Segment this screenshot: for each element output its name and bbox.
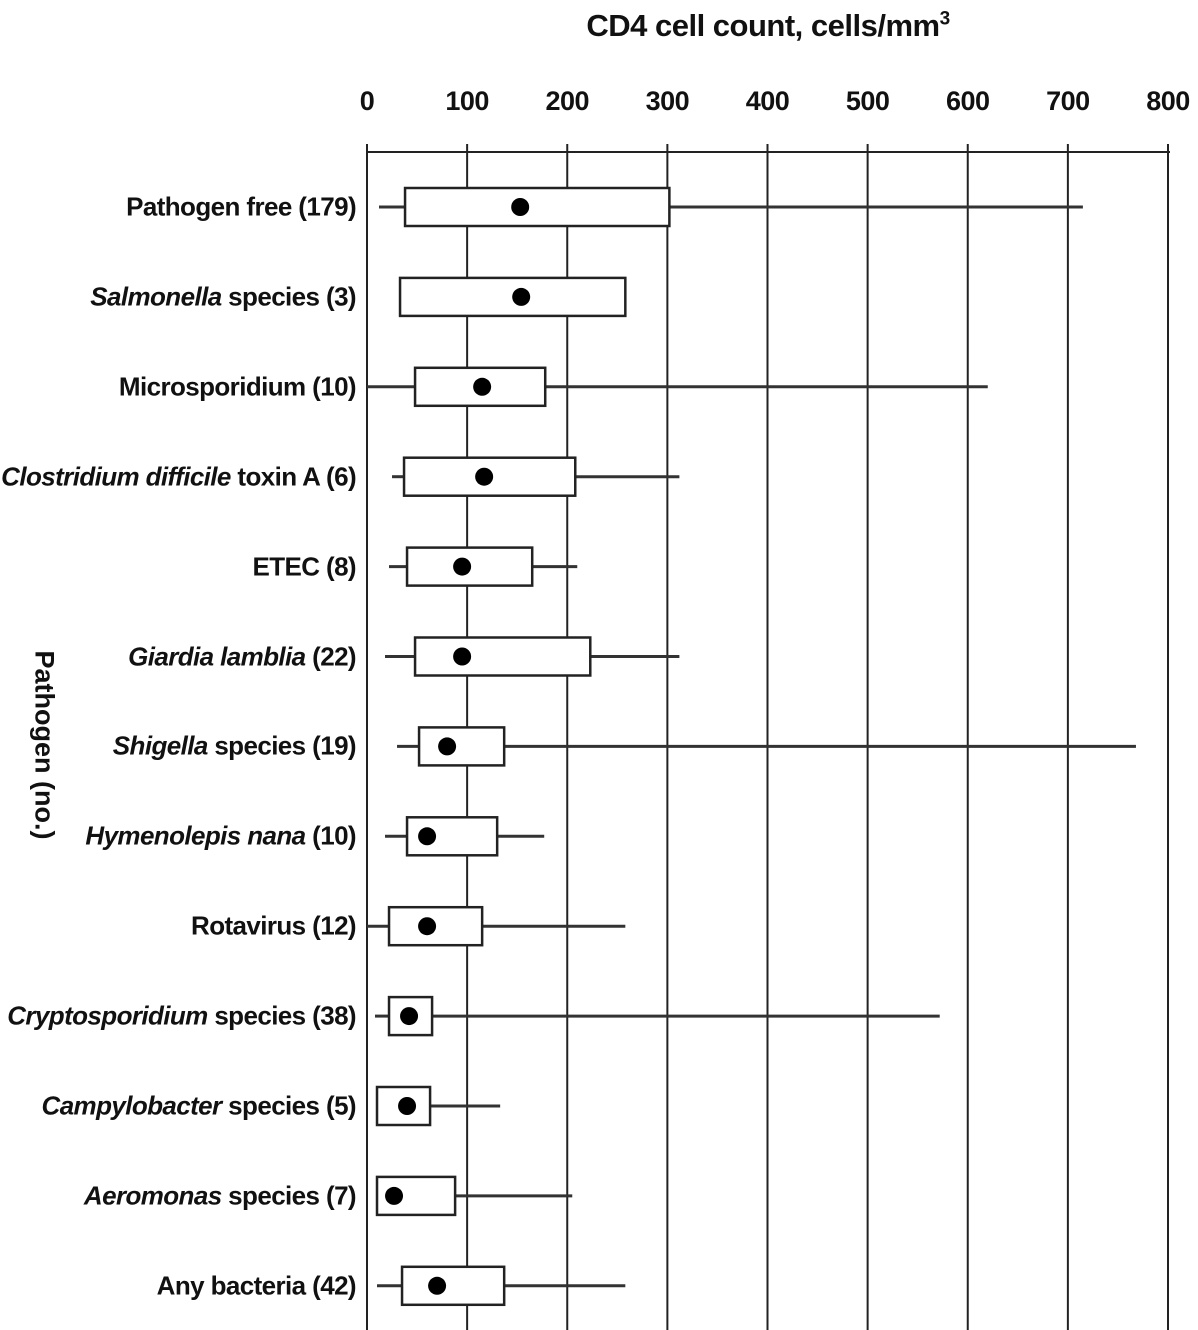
category-label: Shigella species (19) — [0, 730, 357, 762]
category-label-text: Rotavirus (12) — [191, 910, 357, 941]
category-label: Campylobacter species (5) — [0, 1090, 357, 1122]
iqr-box — [403, 186, 671, 228]
iqr-box — [400, 1265, 506, 1307]
category-label: ETEC (8) — [0, 551, 356, 582]
iqr-box — [398, 276, 627, 318]
category-label-text: ETEC (8) — [252, 551, 356, 582]
median-dot — [512, 287, 531, 306]
iqr-box — [417, 726, 506, 767]
x-axis-title: CD4 cell count, cells/mm3 — [568, 8, 968, 44]
category-label: Clostridium difficile toxin A (6) — [0, 461, 356, 492]
median-dot — [385, 1186, 404, 1205]
x-axis-title-superscript: 3 — [939, 8, 951, 30]
category-label: Microsporidium (10) — [0, 371, 357, 402]
iqr-box — [375, 1175, 457, 1217]
median-dot — [428, 1276, 447, 1295]
category-label-text: species (5) — [221, 1090, 356, 1121]
median-dot — [453, 557, 472, 576]
category-label-text: species (3) — [221, 281, 356, 312]
category-label-text: (10) — [305, 820, 356, 851]
median-dot — [400, 1007, 419, 1026]
category-label-italic: Salmonella — [90, 281, 222, 312]
x-tick-label: 400 — [745, 86, 790, 116]
median-dot — [398, 1097, 417, 1115]
category-label-italic: Hymenolepis nana — [85, 820, 306, 851]
category-label-text: (22) — [305, 641, 356, 671]
category-label: Hymenolepis nana (10) — [0, 821, 356, 852]
x-tick-label: 100 — [445, 86, 489, 116]
category-label-italic: Giardia lamblia — [128, 641, 306, 671]
median-dot — [438, 737, 457, 756]
category-label: Any bacteria (42) — [0, 1270, 357, 1301]
category-label: Rotavirus (12) — [0, 910, 357, 942]
category-label-italic: Cryptosporidium — [7, 1000, 208, 1031]
category-label-text: species (38) — [207, 1000, 356, 1031]
category-label-italic: Campylobacter — [41, 1090, 223, 1121]
x-tick-label: 800 — [1146, 86, 1190, 116]
x-tick-label: 300 — [645, 86, 690, 116]
category-label: Giardia lamblia (22) — [0, 641, 356, 672]
category-label-text: Any bacteria (42) — [156, 1270, 357, 1301]
median-dot — [418, 827, 437, 846]
category-label-text: Microsporidium (10) — [118, 371, 357, 402]
category-label-text: species (7) — [221, 1180, 356, 1211]
category-label-italic: Clostridium difficile — [1, 461, 231, 492]
category-label-text: species (19) — [207, 730, 356, 761]
category-label: Salmonella species (3) — [0, 281, 356, 312]
x-tick-label: 700 — [1046, 86, 1090, 116]
iqr-box — [387, 995, 434, 1037]
x-tick-label: 500 — [845, 86, 890, 116]
category-label: Aeromonas species (7) — [0, 1180, 357, 1211]
median-dot — [418, 917, 437, 936]
median-dot — [473, 377, 492, 396]
category-label-text: Pathogen free (179) — [126, 191, 356, 222]
iqr-box — [413, 636, 592, 677]
median-dot — [453, 647, 472, 666]
category-label-italic: Aeromonas — [83, 1180, 222, 1211]
category-label: Pathogen free (179) — [0, 192, 356, 223]
x-tick-label: 200 — [545, 86, 590, 116]
category-label: Cryptosporidium species (38) — [0, 1001, 356, 1032]
x-axis-title-text: CD4 cell count, cells/mm — [586, 8, 940, 43]
x-tick-label: 600 — [945, 86, 990, 116]
category-label-text: toxin A (6) — [230, 461, 356, 492]
median-dot — [511, 198, 530, 216]
x-tick-label: 0 — [359, 86, 375, 116]
median-dot — [475, 467, 494, 486]
category-label-italic: Shigella — [112, 730, 209, 761]
